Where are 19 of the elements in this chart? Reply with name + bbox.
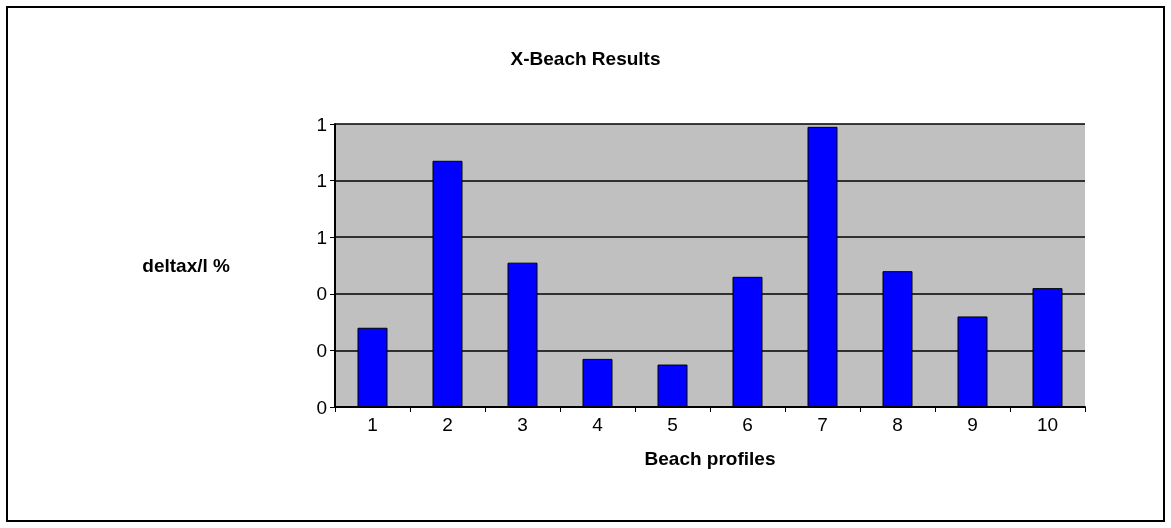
y-tick-label: 1 [316,170,327,192]
y-tick-label: 1 [316,226,327,248]
x-tick-label: 6 [742,414,753,435]
x-tick-label: 7 [817,414,828,435]
x-tick-label: 2 [442,414,453,435]
x-tick-label: 10 [1036,414,1059,435]
y-tick-label: 0 [316,339,327,361]
x-tick-label: 4 [592,414,604,435]
x-tick-label: 8 [892,414,903,435]
chart-title: X-Beach Results [510,48,661,69]
x-tick-label: 3 [517,414,528,435]
y-axis-title: deltax/l % [142,255,231,276]
y-tick-label: 0 [316,396,327,418]
x-tick-label: 9 [967,414,978,435]
y-tick-label: 1 [316,113,327,135]
x-axis-title: Beach profiles [644,448,776,469]
x-tick-label: 1 [367,414,378,435]
y-tick-label: 0 [316,283,327,305]
x-tick-label: 5 [667,414,678,435]
